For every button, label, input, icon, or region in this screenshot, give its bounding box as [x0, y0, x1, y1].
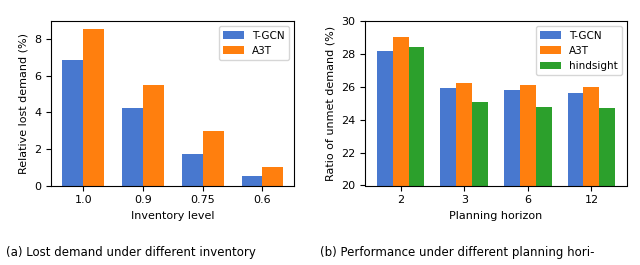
Bar: [536, 108, 552, 265]
Bar: [203, 131, 223, 186]
Bar: [600, 108, 615, 265]
Text: (a) Lost demand under different inventory: (a) Lost demand under different inventor…: [6, 246, 256, 259]
Bar: [472, 102, 488, 265]
Bar: [62, 60, 83, 186]
Y-axis label: Ratio of unmet demand (%): Ratio of unmet demand (%): [325, 26, 335, 181]
Bar: [392, 37, 408, 265]
Bar: [241, 176, 262, 186]
Text: zons: zons: [320, 262, 347, 265]
Bar: [182, 153, 203, 186]
Bar: [122, 108, 143, 186]
Bar: [377, 51, 392, 265]
Text: (b) Performance under different planning hori-: (b) Performance under different planning…: [320, 246, 595, 259]
Bar: [440, 88, 456, 265]
Legend: T-GCN, A3T, hindsight: T-GCN, A3T, hindsight: [536, 26, 622, 75]
Bar: [504, 90, 520, 265]
Bar: [408, 47, 424, 265]
Bar: [143, 85, 164, 186]
Bar: [262, 167, 284, 186]
Bar: [456, 83, 472, 265]
X-axis label: Inventory level: Inventory level: [131, 211, 214, 221]
X-axis label: Planning horizon: Planning horizon: [449, 211, 543, 221]
Bar: [584, 87, 600, 265]
Legend: T-GCN, A3T: T-GCN, A3T: [219, 26, 289, 60]
Y-axis label: Relative lost demand (%): Relative lost demand (%): [19, 33, 29, 174]
Bar: [83, 29, 104, 186]
Bar: [568, 93, 584, 265]
Bar: [520, 85, 536, 265]
